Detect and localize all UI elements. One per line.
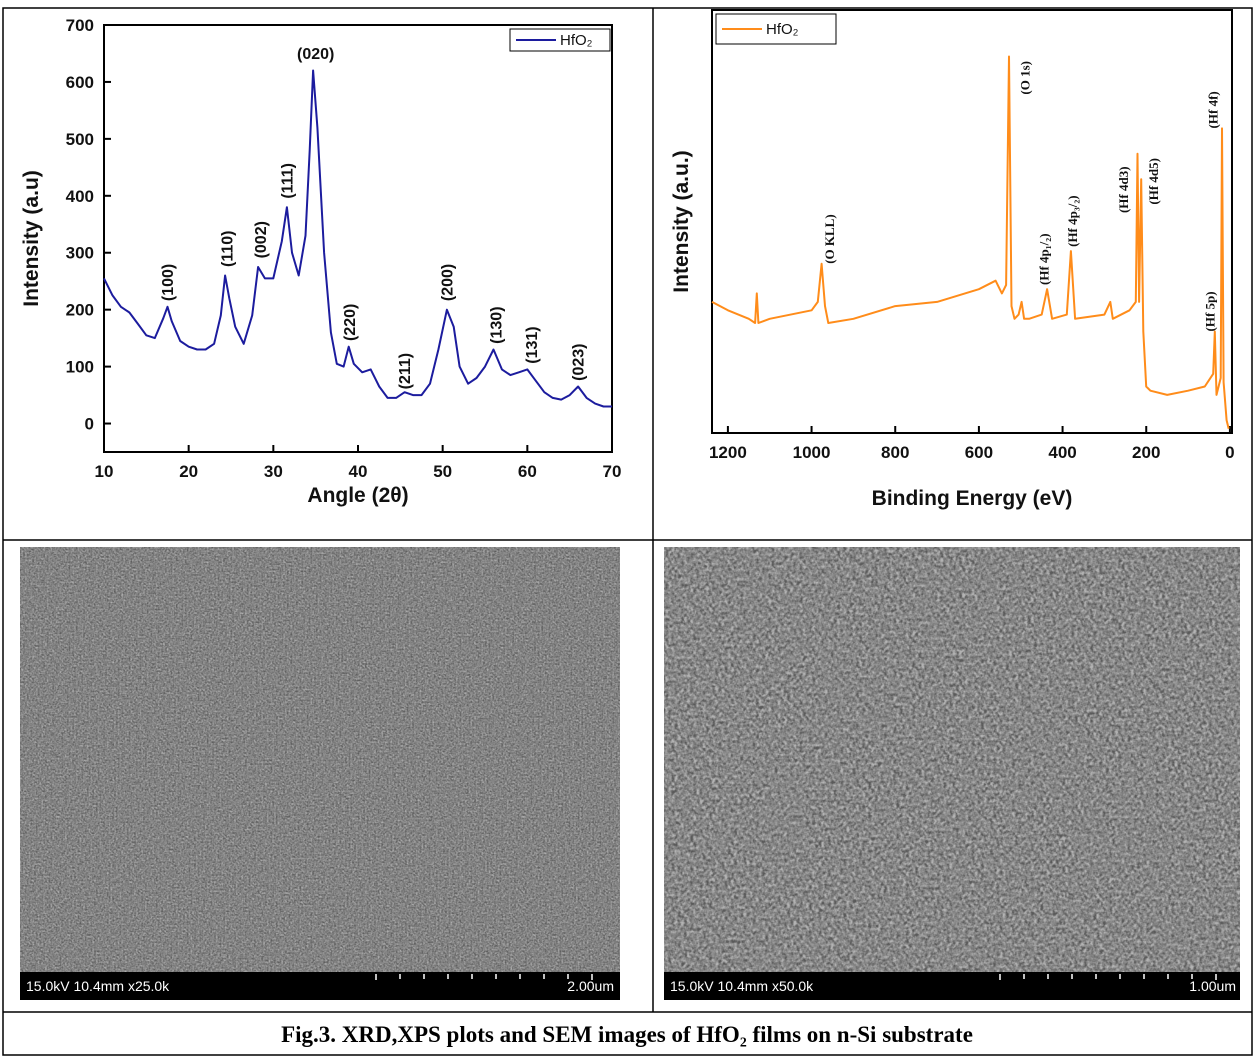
table-border	[2, 7, 1253, 1056]
peak-label: (131)	[524, 326, 541, 363]
x-tick-label: 1000	[793, 443, 831, 462]
peak-label: (023)	[571, 343, 588, 380]
peak-label: (110)	[219, 230, 236, 266]
peak-label: (130)	[489, 306, 506, 343]
legend-label: HfO₂	[560, 32, 593, 49]
y-tick-label: 0	[85, 415, 94, 434]
peak-label: (200)	[440, 264, 457, 301]
peak-label: (220)	[342, 304, 359, 341]
peak-label: (Hf 4p₁/₂)	[1036, 233, 1051, 285]
x-tick-label: 600	[965, 443, 993, 462]
caption: Fig.3. XRD,XPS plots and SEM images of H…	[281, 1022, 973, 1047]
y-tick-label: 400	[66, 187, 94, 206]
y-tick-label: 200	[66, 301, 94, 320]
y-tick-label: 700	[66, 16, 94, 35]
x-tick-label: 20	[179, 462, 198, 481]
data-line	[711, 55, 1230, 430]
peak-label: (Hf 4p₃/₂)	[1065, 195, 1080, 247]
sem-scale: 1.00um	[1189, 978, 1236, 994]
peak-label: (O 1s)	[1017, 61, 1032, 95]
y-axis-title: Intensity (a.u.)	[670, 150, 693, 292]
peak-label: (020)	[297, 46, 334, 63]
peak-label: (Hf 4d5)	[1146, 158, 1161, 205]
x-tick-label: 200	[1132, 443, 1160, 462]
plot-frame	[711, 9, 1233, 434]
x-tick-label: 10	[95, 462, 114, 481]
chart: 10 20 30 40 50 60 700100200300400500600700Angl…	[20, 16, 621, 507]
x-tick-label: 0	[1225, 443, 1234, 462]
sem-info: 15.0kV 10.4mm x25.0k	[26, 978, 170, 994]
data-line	[103, 69, 612, 408]
peak-label: (Hf 5p)	[1202, 291, 1217, 331]
x-tick-label: 50	[433, 462, 452, 481]
sem-image: 15.0kV 10.4mm x25.0k 2.00um	[20, 547, 620, 1000]
peak-label: (Hf 4f)	[1206, 91, 1221, 128]
x-tick-label: 70	[603, 462, 622, 481]
x-tick-label: 800	[881, 443, 909, 462]
y-axis-title: Intensity (a.u)	[20, 170, 43, 307]
chart: 1200 1000 800 600 400 200 0 Binding Energy (eV)…	[670, 9, 1235, 510]
peak-label: (002)	[253, 221, 270, 258]
peak-label: (111)	[279, 163, 296, 199]
peak-label: (O KLL)	[822, 214, 837, 263]
y-tick-label: 500	[66, 130, 94, 149]
peak-label: (Hf 4d3)	[1116, 166, 1131, 213]
peak-label: (211)	[397, 353, 414, 389]
sem-image: 15.0kV 10.4mm x50.0k 1.00um	[664, 547, 1240, 1000]
plot-frame	[103, 24, 613, 453]
y-tick-label: 600	[66, 73, 94, 92]
x-tick-label: 30	[264, 462, 283, 481]
x-tick-label: 60	[518, 462, 537, 481]
y-tick-label: 100	[66, 358, 94, 377]
x-tick-label: 1200	[709, 443, 747, 462]
x-axis-title: Binding Energy (eV)	[872, 487, 1073, 510]
sem-scale: 2.00um	[567, 978, 614, 994]
x-axis-title: Angle (2θ)	[307, 484, 408, 507]
peak-label: (100)	[160, 264, 177, 301]
y-tick-label: 300	[66, 244, 94, 263]
legend-label: HfO₂	[766, 21, 799, 38]
legend-box	[509, 28, 611, 52]
sem-info: 15.0kV 10.4mm x50.0k	[670, 978, 814, 994]
x-tick-label: 400	[1048, 443, 1076, 462]
x-tick-label: 40	[349, 462, 368, 481]
